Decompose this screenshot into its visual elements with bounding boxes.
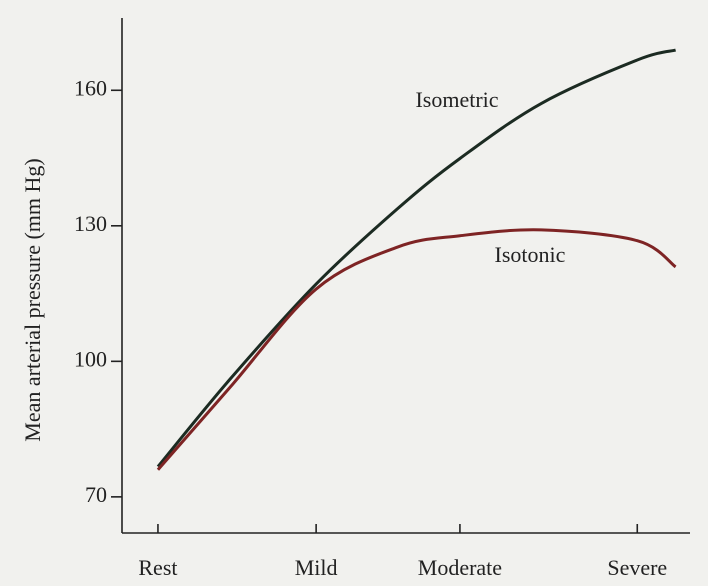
series-label: Isotonic xyxy=(495,242,566,267)
x-tick-label: Mild xyxy=(295,555,338,580)
y-tick-label: 100 xyxy=(74,346,107,371)
series-label: Isometric xyxy=(415,87,498,112)
series-line xyxy=(156,48,676,468)
x-tick-label: Rest xyxy=(138,555,177,580)
series-line xyxy=(156,228,677,471)
y-tick-label: 130 xyxy=(74,211,107,236)
x-tick-label: Severe xyxy=(607,555,667,580)
y-axis-label: Mean arterial pressure (mm Hg) xyxy=(20,158,45,441)
x-tick-label: Moderate xyxy=(418,555,502,580)
y-tick-label: 160 xyxy=(74,75,107,100)
y-tick-label: 70 xyxy=(85,482,107,507)
